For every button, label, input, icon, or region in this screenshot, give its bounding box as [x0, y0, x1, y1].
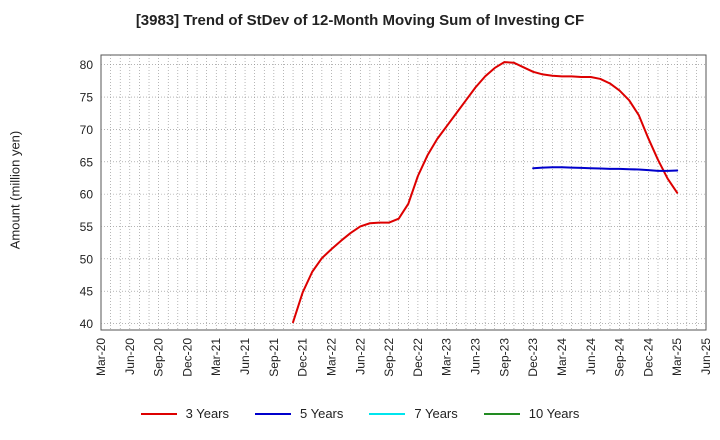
- y-tick-label: 55: [80, 220, 94, 234]
- legend-swatch-5-years: [255, 412, 291, 415]
- series-line-5-years: [532, 166, 679, 172]
- legend-item-10-years: 10 Years: [483, 406, 580, 421]
- legend-item-5-years: 5 Years: [255, 406, 343, 421]
- x-tick-label: Mar-21: [209, 338, 223, 376]
- legend-label-10-years: 10 Years: [528, 406, 580, 421]
- legend-label-7-years: 7 Years: [414, 406, 458, 421]
- legend-swatch-10-years: [483, 412, 520, 415]
- y-tick-label: 80: [80, 58, 94, 72]
- x-tick-label: Dec-23: [526, 338, 540, 377]
- y-tick-label: 75: [80, 91, 94, 105]
- x-tick-label: Jun-24: [584, 338, 598, 375]
- grid: [101, 55, 706, 330]
- y-tick-label: 65: [80, 155, 94, 169]
- x-tick-label: Dec-20: [180, 338, 194, 377]
- x-tick-label: Sep-23: [497, 338, 511, 377]
- x-tick-label: Jun-21: [238, 338, 252, 375]
- x-tick-label: Sep-21: [267, 338, 281, 377]
- x-tick-label: Mar-20: [94, 338, 108, 376]
- legend: 3 Years 5 Years 7 Years 10 Years: [0, 406, 720, 421]
- legend-swatch-7-years: [369, 412, 406, 415]
- x-tick-label: Mar-23: [440, 338, 454, 376]
- plot-area: [100, 54, 707, 331]
- y-tick-label: 60: [80, 188, 94, 202]
- x-tick-label: Dec-24: [641, 338, 655, 377]
- x-tick-label: Dec-21: [296, 338, 310, 377]
- x-tick-label: Dec-22: [411, 338, 425, 377]
- series-lines: [292, 61, 679, 324]
- x-tick-label: Sep-24: [613, 338, 627, 377]
- y-tick-label: 50: [80, 252, 94, 266]
- x-tick-label: Mar-22: [324, 338, 338, 376]
- x-tick-label: Jun-23: [469, 338, 483, 375]
- series-line-3-years: [292, 61, 679, 324]
- legend-swatch-3-years: [140, 412, 177, 415]
- x-tick-label: Jun-22: [353, 338, 367, 375]
- y-tick-label: 70: [80, 123, 94, 137]
- x-axis-ticks: Mar-20 Jun-20 Sep-20 Dec-20 Mar-21 Jun-21 Sep-…: [94, 338, 713, 377]
- chart-title: [3983] Trend of StDev of 12-Month Moving…: [135, 12, 585, 29]
- x-tick-label: Sep-22: [382, 338, 396, 377]
- legend-label-5-years: 5 Years: [300, 406, 344, 421]
- legend-item-7-years: 7 Years: [369, 406, 458, 421]
- y-tick-label: 40: [80, 317, 94, 331]
- legend-item-3-years: 3 Years: [140, 406, 229, 421]
- x-tick-label: Mar-25: [670, 338, 684, 376]
- x-tick-label: Jun-25: [699, 338, 713, 375]
- x-tick-label: Jun-20: [123, 338, 137, 375]
- y-tick-label: 45: [80, 285, 94, 299]
- x-tick-label: Mar-24: [555, 338, 569, 376]
- legend-label-3-years: 3 Years: [185, 406, 229, 421]
- x-tick-label: Sep-20: [152, 338, 166, 377]
- y-axis-ticks: 40 45 50 55 60 65 70 75 80: [80, 58, 94, 331]
